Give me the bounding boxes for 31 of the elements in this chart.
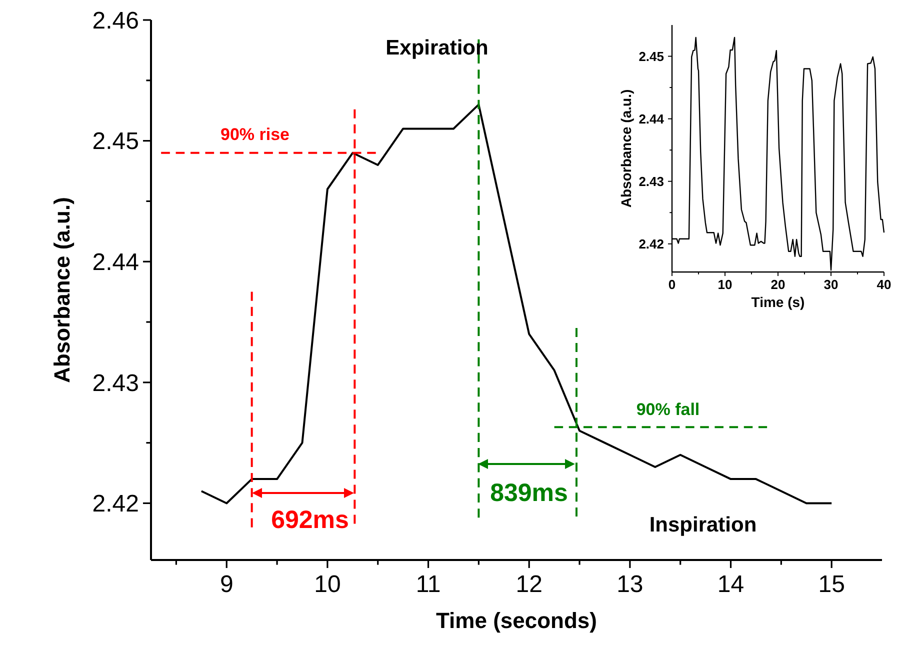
x-tick-label: 11	[416, 571, 441, 598]
x-axis-title: Time (s)	[751, 294, 805, 310]
y-tick-label: 2.43	[92, 370, 139, 397]
y-tick-label: 2.45	[92, 128, 139, 156]
y-axis-title: Absorbance (a.u.)	[49, 197, 74, 383]
x-tick-label: 10	[718, 277, 732, 292]
y-axis-title: Absorbance (a.u.)	[618, 89, 634, 208]
x-tick-label: 15	[818, 571, 845, 598]
y-tick-label: 2.44	[638, 111, 665, 126]
y-tick-label: 2.46	[92, 7, 139, 34]
y-tick-label: 2.42	[638, 236, 664, 252]
y-tick-label: 2.43	[638, 174, 664, 189]
y-tick-label: 2.42	[92, 490, 139, 518]
x-tick-label: 14	[717, 571, 744, 598]
annotation: Inspiration	[649, 513, 757, 536]
annotation: 839ms	[490, 478, 568, 507]
x-tick-label: 40	[876, 277, 892, 292]
annotation: Expiration	[386, 36, 488, 60]
x-tick-label: 0	[668, 277, 676, 292]
x-tick-label: 10	[314, 571, 341, 598]
x-tick-label: 13	[616, 571, 644, 598]
x-tick-label: 20	[770, 277, 786, 292]
x-tick-label: 30	[824, 277, 838, 292]
y-tick-label: 2.44	[92, 249, 139, 276]
annotation: 90% rise	[220, 124, 290, 144]
annotation: 90% fall	[636, 400, 700, 419]
x-tick-label: 12	[516, 571, 542, 598]
x-tick-label: 9	[220, 571, 234, 598]
y-tick-label: 2.45	[638, 48, 664, 64]
annotation: 692ms	[271, 506, 349, 534]
x-axis-title: Time (seconds)	[436, 608, 597, 633]
